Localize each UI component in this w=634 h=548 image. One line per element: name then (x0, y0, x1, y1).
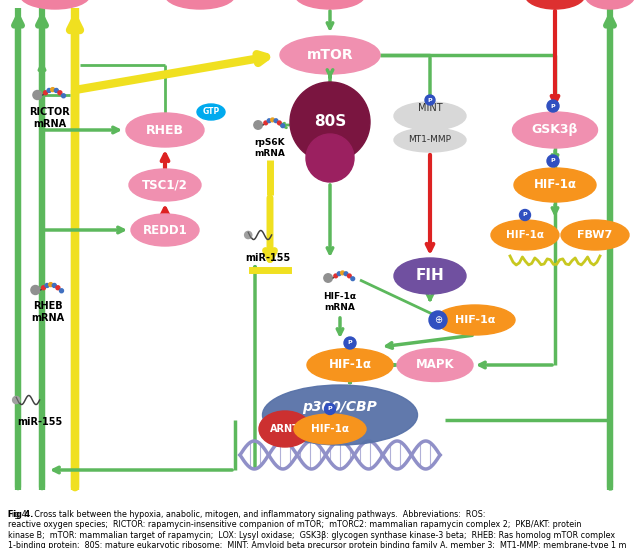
Ellipse shape (585, 0, 634, 9)
Text: ARNT: ARNT (270, 424, 300, 434)
Ellipse shape (512, 112, 597, 148)
Ellipse shape (514, 168, 596, 202)
Circle shape (55, 88, 58, 93)
Ellipse shape (280, 36, 380, 74)
Ellipse shape (197, 104, 225, 120)
Ellipse shape (307, 349, 393, 381)
Text: MINT: MINT (418, 103, 443, 113)
Circle shape (41, 286, 46, 290)
Circle shape (547, 100, 559, 112)
Ellipse shape (491, 220, 559, 250)
Ellipse shape (262, 385, 418, 445)
Text: miR-155: miR-155 (245, 253, 290, 263)
Text: HIF-1α: HIF-1α (455, 315, 495, 325)
Circle shape (340, 271, 344, 275)
Circle shape (344, 272, 348, 276)
Circle shape (274, 119, 278, 123)
Circle shape (306, 134, 354, 182)
Ellipse shape (259, 411, 311, 447)
Ellipse shape (394, 102, 466, 130)
Text: HIF-1α: HIF-1α (506, 230, 544, 240)
Circle shape (51, 88, 55, 92)
Text: P: P (551, 158, 555, 163)
Text: HIF-1α: HIF-1α (328, 358, 372, 372)
Ellipse shape (525, 0, 585, 9)
Text: mTOR: mTOR (307, 48, 353, 62)
Circle shape (271, 118, 275, 122)
Text: P: P (551, 104, 555, 109)
Text: ⊕: ⊕ (434, 315, 442, 325)
Ellipse shape (131, 214, 199, 246)
Circle shape (351, 277, 354, 281)
Circle shape (60, 289, 63, 293)
Ellipse shape (295, 0, 365, 9)
Circle shape (44, 91, 48, 95)
Text: HIF-1α
mRNA: HIF-1α mRNA (323, 292, 356, 312)
Circle shape (47, 88, 51, 93)
Text: P: P (347, 340, 353, 345)
Circle shape (429, 311, 447, 329)
Ellipse shape (294, 414, 366, 444)
Text: REDD1: REDD1 (143, 224, 188, 237)
Circle shape (33, 90, 42, 100)
Text: HIF-1α: HIF-1α (533, 179, 576, 191)
Circle shape (56, 286, 60, 290)
Text: MT1-MMP: MT1-MMP (408, 135, 451, 145)
Circle shape (61, 94, 65, 98)
Text: Fig 4.: Fig 4. (8, 510, 33, 519)
Circle shape (334, 274, 338, 278)
Text: rpS6K
mRNA: rpS6K mRNA (255, 138, 285, 158)
Ellipse shape (165, 0, 235, 9)
Text: P: P (522, 213, 527, 218)
Circle shape (49, 283, 53, 287)
Text: Fig 4.  Cross talk between the hypoxia, anabolic, mitogen, and inflammatory sign: Fig 4. Cross talk between the hypoxia, a… (8, 510, 626, 548)
Circle shape (278, 121, 281, 125)
Ellipse shape (129, 169, 201, 201)
Circle shape (264, 121, 268, 125)
Ellipse shape (20, 0, 90, 9)
Circle shape (290, 82, 370, 162)
Text: FBW7: FBW7 (578, 230, 612, 240)
Text: P: P (328, 407, 332, 412)
Text: miR-155: miR-155 (17, 417, 63, 427)
Ellipse shape (397, 349, 473, 381)
Circle shape (58, 91, 62, 95)
Text: RHEB: RHEB (146, 123, 184, 136)
Circle shape (337, 272, 341, 276)
Text: HIF-1α: HIF-1α (311, 424, 349, 434)
Text: FIH: FIH (416, 269, 444, 283)
Circle shape (325, 403, 335, 414)
Text: TSC1/2: TSC1/2 (142, 179, 188, 191)
Text: GTP: GTP (202, 107, 219, 117)
Circle shape (281, 124, 285, 128)
Circle shape (13, 396, 20, 403)
Circle shape (347, 274, 351, 278)
Text: RICTOR
mRNA: RICTOR mRNA (30, 107, 70, 129)
Circle shape (324, 274, 332, 282)
Circle shape (425, 95, 435, 105)
Ellipse shape (435, 305, 515, 335)
Text: RHEB
mRNA: RHEB mRNA (32, 301, 65, 323)
Circle shape (245, 231, 252, 238)
Circle shape (45, 283, 49, 288)
Ellipse shape (561, 220, 629, 250)
Circle shape (31, 286, 40, 294)
Circle shape (268, 119, 271, 123)
Circle shape (344, 337, 356, 349)
Circle shape (53, 283, 56, 288)
Ellipse shape (394, 128, 466, 152)
Text: GSK3β: GSK3β (532, 123, 578, 136)
Text: P: P (428, 98, 432, 102)
Ellipse shape (126, 113, 204, 147)
Circle shape (519, 209, 531, 220)
Text: MAPK: MAPK (416, 358, 455, 372)
Circle shape (254, 121, 262, 129)
Text: p300/CBP: p300/CBP (302, 400, 377, 414)
Ellipse shape (394, 258, 466, 294)
Circle shape (547, 155, 559, 167)
Text: 80S: 80S (314, 115, 346, 129)
